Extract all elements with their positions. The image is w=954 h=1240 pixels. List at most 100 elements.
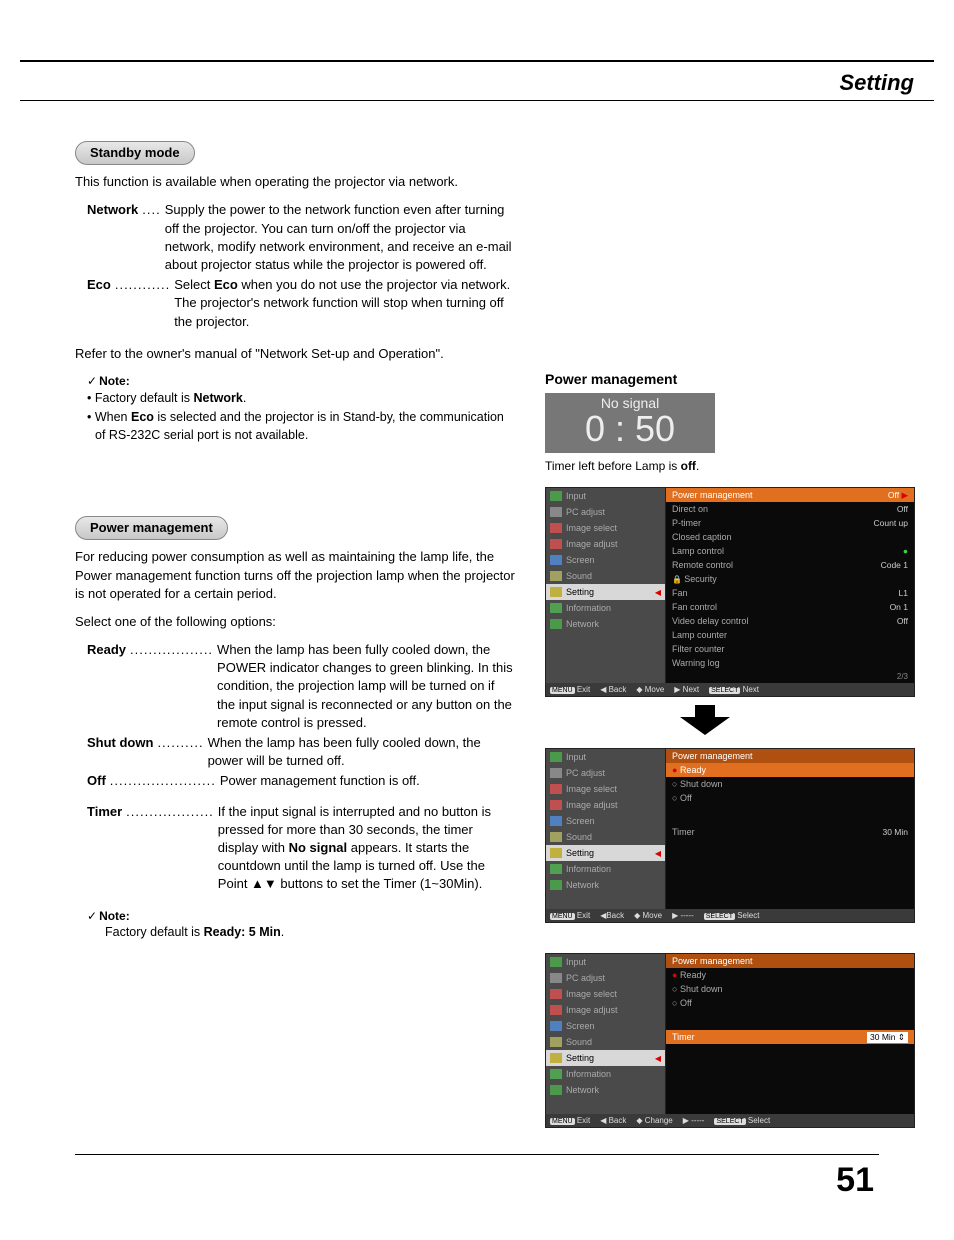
osd-menu-item: Setting◀ xyxy=(546,584,665,600)
def-body: If the input signal is interrupted and n… xyxy=(218,803,515,894)
def-term: Ready xyxy=(87,641,126,732)
osd-menu-item: PC adjust xyxy=(546,765,665,781)
osd-panel-right: Power management ● Ready○ Shut down○ Off… xyxy=(666,954,914,1114)
row-label: P-timer xyxy=(672,518,701,528)
foot-item: ◀ Back xyxy=(600,685,626,694)
row-label: Fan xyxy=(672,588,688,598)
def-term: Off xyxy=(87,772,106,790)
osd-menu-item: Network xyxy=(546,616,665,632)
menu-label: Network xyxy=(566,619,661,629)
row-label: Warning log xyxy=(672,658,720,668)
foot-item: ▶ Next xyxy=(674,685,699,694)
t: No signal xyxy=(289,840,348,855)
menu-icon xyxy=(550,1037,562,1047)
osd-menu-item: Screen xyxy=(546,1018,665,1034)
osd-screenshot-1: InputPC adjustImage selectImage adjustSc… xyxy=(545,487,915,697)
t: is selected and the projector is in Stan… xyxy=(95,410,504,442)
osd-row: ● Ready xyxy=(666,763,914,777)
t: Ready: 5 Min xyxy=(204,925,281,939)
osd-row: P-timer Count up xyxy=(666,516,914,530)
osd-row: Power managementOff ▶ xyxy=(666,488,914,502)
osd-menu-item: Screen xyxy=(546,552,665,568)
row-value: Count up xyxy=(874,518,909,528)
timer-label: Timer xyxy=(672,1032,695,1042)
def-body-network: Supply the power to the network function… xyxy=(165,201,515,274)
osd-menu-item: Screen xyxy=(546,813,665,829)
row-label: Lamp counter xyxy=(672,630,727,640)
arrow-icon: ◀ xyxy=(655,849,661,858)
row-label: Fan control xyxy=(672,602,717,612)
menu-icon xyxy=(550,1085,562,1095)
timer-label: Timer xyxy=(672,827,695,837)
osd-row: ○ Off xyxy=(666,791,914,805)
no-signal-box: No signal 0 : 50 xyxy=(545,393,715,453)
osd-menu-item: Image adjust xyxy=(546,797,665,813)
osd-menu-item: Input xyxy=(546,749,665,765)
menu-icon xyxy=(550,1021,562,1031)
standby-intro: This function is available when operatin… xyxy=(75,173,515,191)
menu-label: Input xyxy=(566,957,661,967)
page: Setting Standby mode This function is av… xyxy=(0,0,954,1240)
osd-row: Remote controlCode 1 xyxy=(666,558,914,572)
osd-menu-left: InputPC adjust Image select Image adjustSc… xyxy=(546,749,666,909)
osd1-rows: Power managementOff ▶Direct onOffP-timer… xyxy=(666,488,914,670)
menu-icon xyxy=(550,973,562,983)
row-value: Off ▶ xyxy=(888,490,908,501)
dots: ................... xyxy=(122,803,218,894)
menu-icon xyxy=(550,507,562,517)
menu-icon xyxy=(550,989,562,999)
timer-value: 30 Min xyxy=(882,827,908,837)
menu-icon xyxy=(550,957,562,967)
right-heading: Power management xyxy=(545,371,915,387)
row-label: Closed caption xyxy=(672,532,732,542)
spacer xyxy=(75,446,515,516)
osd-row: ○ Off xyxy=(666,996,914,1010)
def-ready: Ready .................. When the lamp h… xyxy=(75,641,515,732)
osd-row: ○ Shut down xyxy=(666,777,914,791)
note-2: Factory default is Ready: 5 Min. xyxy=(75,924,515,942)
row-value: L1 xyxy=(899,588,908,598)
select-one: Select one of the following options: xyxy=(75,613,515,631)
osd-row: Lamp control● xyxy=(666,544,914,558)
t: off xyxy=(681,459,696,473)
osd-body: InputPC adjustImage selectImage adjustSc… xyxy=(546,954,914,1114)
osd-menu-item: PC adjust xyxy=(546,504,665,520)
osd-screenshot-2: InputPC adjust Image select Image adjustSc… xyxy=(545,748,915,923)
menu-icon xyxy=(550,848,562,858)
t: • When xyxy=(87,410,131,424)
row-label: ○ Shut down xyxy=(672,984,722,994)
arrow-icon: ◀ xyxy=(655,1054,661,1063)
left-column: Standby mode This function is available … xyxy=(75,141,515,1134)
t: Timer left before Lamp is xyxy=(545,459,681,473)
note-label-1: Note: xyxy=(75,373,515,390)
refer-text: Refer to the owner's manual of "Network … xyxy=(75,345,515,363)
osd-menu-item: PC adjust xyxy=(546,970,665,986)
osd-menu-item: Image select xyxy=(546,986,665,1002)
menu-label: Setting xyxy=(566,848,651,858)
osd-row: Closed caption xyxy=(666,530,914,544)
spacer xyxy=(75,793,515,803)
menu-label: Image select xyxy=(566,784,661,794)
menu-label: PC adjust xyxy=(566,973,661,983)
menu-icon xyxy=(550,491,562,501)
osd2-timer-row: Timer 30 Min xyxy=(666,825,914,839)
power-intro: For reducing power consumption as well a… xyxy=(75,548,515,603)
down-arrow-icon xyxy=(665,705,745,738)
osd-row: Filter counter xyxy=(666,642,914,656)
foot-item: MENU Exit xyxy=(550,911,590,920)
menu-label: Image select xyxy=(566,523,661,533)
osd-menu-item: Sound xyxy=(546,1034,665,1050)
menu-icon xyxy=(550,539,562,549)
menu-icon xyxy=(550,816,562,826)
osd-menu-item: Information xyxy=(546,1066,665,1082)
osd-row: 🔒 Security xyxy=(666,572,914,586)
osd-row: ○ Shut down xyxy=(666,982,914,996)
def-term-network: Network xyxy=(87,201,138,274)
osd-body: InputPC adjust Image select Image adjustSc… xyxy=(546,749,914,909)
spacer xyxy=(545,929,915,953)
row-value: Code 1 xyxy=(881,560,908,570)
osd-row: Direct onOff xyxy=(666,502,914,516)
osd3-rows: ● Ready○ Shut down○ Off xyxy=(666,968,914,1010)
def-shutdown: Shut down .......... When the lamp has b… xyxy=(75,734,515,770)
menu-label: Information xyxy=(566,864,661,874)
